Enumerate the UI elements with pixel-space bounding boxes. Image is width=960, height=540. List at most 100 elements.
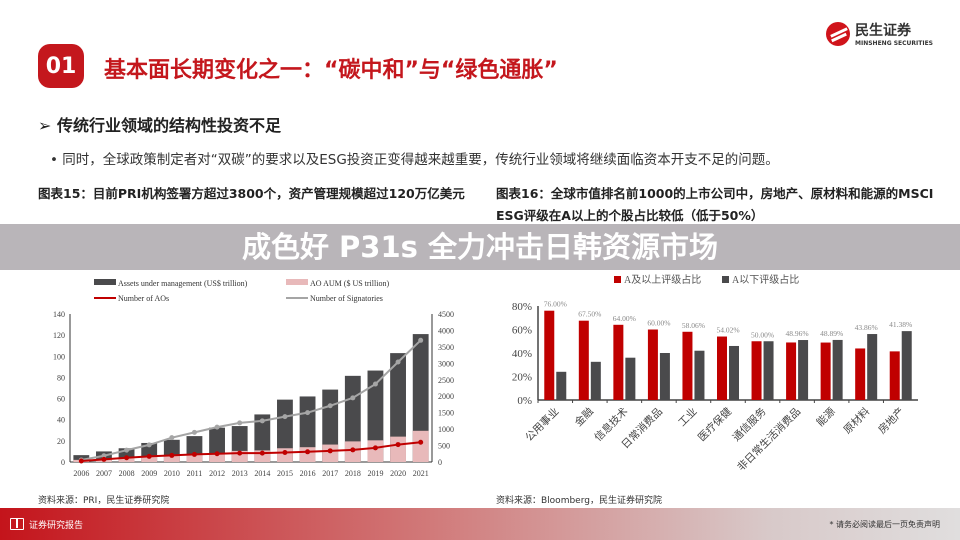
legend-swatch-aum	[94, 279, 116, 285]
signatories-point	[214, 424, 220, 430]
right-y-tick-label: 3500	[438, 343, 454, 352]
ao-aum-bar	[163, 455, 180, 462]
section-number-badge: 01	[38, 44, 84, 88]
aos-point	[282, 449, 288, 455]
logo-icon	[826, 21, 850, 46]
x-tick-label: 房地产	[875, 405, 906, 436]
signatories-point	[146, 442, 152, 448]
a-below-bar	[556, 371, 567, 400]
a-above-bar	[751, 341, 762, 400]
banner-text: 成色好 P31s 全力冲击日韩资源市场	[241, 229, 719, 264]
legend-label-signatories: Number of Signatories	[310, 294, 383, 303]
aos-point	[327, 448, 333, 454]
signatories-point	[305, 410, 311, 416]
x-tick-label: 2020	[390, 469, 406, 478]
a-above-bar	[786, 342, 797, 400]
legend-label-a-below: A以下评级占比	[732, 273, 799, 286]
a-above-bar	[613, 324, 624, 400]
footer-left-text: 证券研究报告	[29, 520, 84, 531]
x-tick-label: 2019	[367, 469, 383, 478]
aos-point	[395, 442, 401, 448]
left-y-tick-label: 0	[61, 458, 65, 467]
x-tick-label: 原材料	[841, 405, 873, 437]
right-y-tick-label: 2500	[438, 376, 454, 385]
data-label: 54.02%	[716, 326, 739, 335]
left-source: 资料来源：PRI，民生证券研究院	[38, 496, 170, 506]
bullet-text: • 同时，全球政策制定者对“双碳”的要求以及ESG投资正变得越来越重要，传统行业…	[50, 152, 779, 168]
x-tick-label: 2010	[164, 469, 180, 478]
a-below-bar	[729, 345, 739, 400]
x-tick-label: 公用事业	[523, 405, 562, 444]
logo-text-cn: 民生证券	[855, 23, 911, 39]
x-tick-label: 金融	[572, 405, 596, 429]
left-y-tick-label: 100	[53, 352, 65, 361]
aos-point	[350, 447, 356, 453]
aum-bar	[344, 375, 361, 462]
logo-text-en: MINSHENG SECURITIES	[855, 40, 933, 47]
ao-aum-bar	[254, 450, 271, 462]
signatories-line	[81, 339, 422, 462]
ao-aum-bar	[390, 436, 406, 462]
data-label: 58.06%	[682, 321, 705, 330]
legend-label-a-above: A及以上评级占比	[624, 273, 701, 286]
data-label: 76.00%	[544, 300, 567, 309]
legend-swatch-a-above	[614, 276, 621, 283]
aos-point	[78, 458, 84, 464]
x-tick-label: 非日常生活消费品	[735, 405, 804, 474]
a-below-bar	[694, 350, 705, 400]
x-tick-label: 2021	[413, 469, 429, 478]
right-y-tick-label: 1000	[438, 425, 454, 434]
overlay-banner: 成色好 P31s 全力冲击日韩资源市场	[0, 224, 960, 270]
x-tick-label: 2016	[300, 469, 316, 478]
x-tick-label: 2014	[254, 469, 270, 478]
left-y-tick-label: 60	[57, 395, 65, 404]
a-below-bar	[901, 331, 912, 400]
left-y-tick-label: 20	[57, 437, 65, 446]
legend-swatch-ao-aum	[286, 279, 308, 285]
signatories-point	[395, 359, 401, 365]
aos-line	[81, 441, 421, 463]
a-above-bar	[578, 320, 589, 400]
a-above-bar	[717, 336, 727, 400]
ao-aum-bar	[367, 440, 384, 462]
right-source: 资料来源：Bloomberg，民生证券研究院	[496, 496, 662, 506]
data-label: 60.00%	[647, 319, 670, 328]
right-chart-title-line2: ESG评级在A以上的个股占比较低（低于50%）	[496, 208, 764, 223]
y-tick-label: 20%	[512, 372, 532, 384]
page-title: 基本面长期变化之一：“碳中和”与“绿色通胀”	[104, 58, 558, 83]
disclaimer-text: * 请务必阅读最后一页免责声明	[829, 519, 940, 529]
x-tick-label: 2013	[232, 469, 248, 478]
x-tick-label: 医疗保健	[695, 405, 734, 444]
signatories-point	[350, 395, 356, 401]
x-tick-label: 2009	[141, 469, 157, 478]
a-above-bar	[647, 329, 658, 400]
ao-aum-bar	[186, 454, 203, 462]
left-y-tick-label: 140	[53, 310, 65, 319]
data-label: 50.00%	[751, 330, 774, 339]
x-tick-label: 2011	[187, 469, 203, 478]
x-tick-label: 2006	[73, 469, 89, 478]
signatories-point	[327, 403, 333, 409]
legend-swatch-a-below	[722, 276, 729, 283]
aos-point	[259, 450, 265, 456]
ao-aum-bar	[412, 430, 429, 462]
signatories-point	[372, 381, 378, 387]
signatories-point	[191, 429, 197, 435]
left-chart: Assets under management (US$ trillion) AO…	[53, 279, 454, 478]
a-above-bar	[889, 351, 900, 400]
aos-point	[124, 455, 130, 461]
left-y-tick-label: 120	[53, 331, 65, 340]
signatories-point	[101, 453, 107, 459]
y-tick-label: 0%	[517, 395, 532, 407]
x-tick-label: 工业	[676, 406, 699, 429]
right-y-tick-label: 1500	[438, 409, 454, 418]
aum-bar	[367, 370, 384, 462]
x-tick-label: 2015	[277, 469, 293, 478]
signatories-point	[259, 418, 265, 424]
right-y-tick-label: 0	[438, 458, 442, 467]
a-below-bar	[659, 353, 670, 400]
left-chart-title: 图表15：目前PRI机构签署方超过3800个，资产管理规模超过120万亿美元	[38, 186, 465, 201]
data-label: 43.86%	[855, 323, 878, 332]
right-chart: A及以上评级占比 A以下评级占比 0% 20% 40% 60% 80% 76.00% 公用事业 6…	[512, 273, 918, 474]
aos-point	[372, 445, 378, 451]
